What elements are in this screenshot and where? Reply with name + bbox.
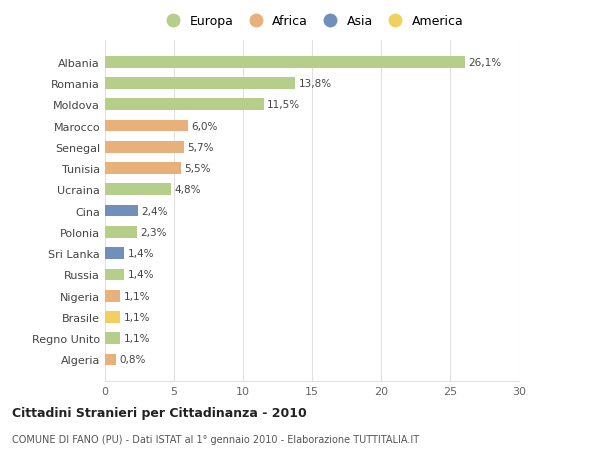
Bar — [105, 205, 138, 217]
Bar — [105, 290, 120, 302]
Text: 1,1%: 1,1% — [124, 291, 150, 301]
Bar — [105, 269, 124, 280]
Legend: Europa, Africa, Asia, America: Europa, Africa, Asia, America — [161, 15, 463, 28]
Bar — [105, 57, 465, 68]
Text: COMUNE DI FANO (PU) - Dati ISTAT al 1° gennaio 2010 - Elaborazione TUTTITALIA.IT: COMUNE DI FANO (PU) - Dati ISTAT al 1° g… — [12, 434, 419, 444]
Bar — [105, 163, 181, 174]
Bar — [105, 99, 264, 111]
Bar — [105, 354, 116, 365]
Text: 2,3%: 2,3% — [140, 227, 167, 237]
Bar — [105, 333, 120, 344]
Text: 1,4%: 1,4% — [128, 249, 154, 258]
Text: 2,4%: 2,4% — [142, 206, 168, 216]
Text: 6,0%: 6,0% — [191, 121, 218, 131]
Bar — [105, 184, 171, 196]
Text: Cittadini Stranieri per Cittadinanza - 2010: Cittadini Stranieri per Cittadinanza - 2… — [12, 406, 307, 419]
Bar — [105, 78, 295, 90]
Text: 0,8%: 0,8% — [119, 355, 146, 365]
Text: 1,4%: 1,4% — [128, 270, 154, 280]
Text: 11,5%: 11,5% — [267, 100, 300, 110]
Bar — [105, 120, 188, 132]
Text: 4,8%: 4,8% — [175, 185, 201, 195]
Text: 5,7%: 5,7% — [187, 142, 214, 152]
Text: 1,1%: 1,1% — [124, 334, 150, 343]
Text: 5,5%: 5,5% — [184, 164, 211, 174]
Text: 13,8%: 13,8% — [299, 79, 332, 89]
Bar — [105, 142, 184, 153]
Bar — [105, 311, 120, 323]
Bar — [105, 227, 137, 238]
Bar — [105, 248, 124, 259]
Text: 1,1%: 1,1% — [124, 312, 150, 322]
Text: 26,1%: 26,1% — [469, 57, 502, 67]
